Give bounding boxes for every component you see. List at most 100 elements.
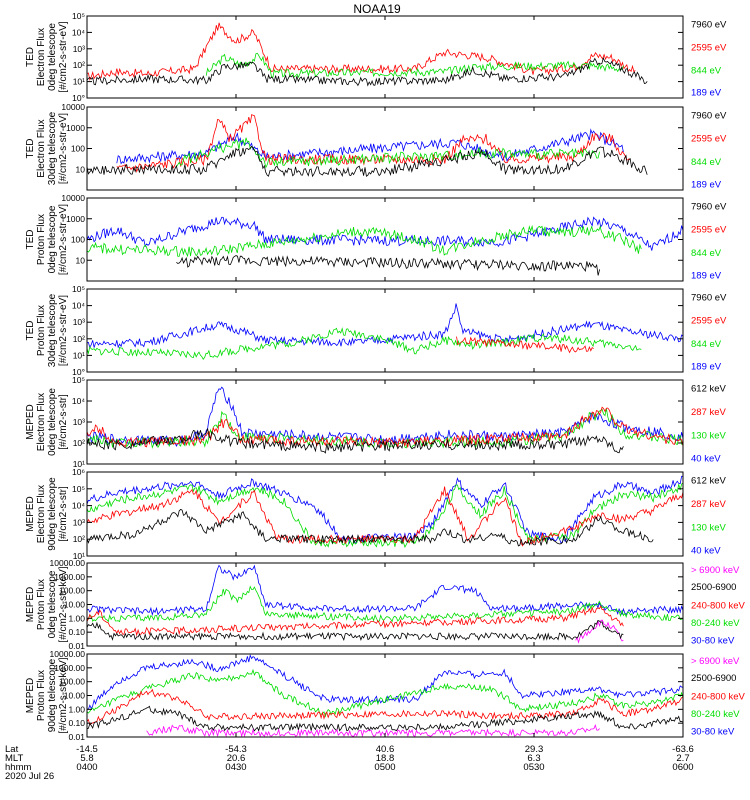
footer-row-label: Lat (5, 744, 19, 755)
legend-entry: 189 eV (691, 179, 722, 190)
y-tick-label: 10000.00 (50, 558, 86, 568)
panel-frame (86, 15, 684, 99)
y-tick-label: 100.00 (59, 586, 85, 596)
series-blue (86, 303, 684, 349)
y-tick-label: 10³ (73, 517, 85, 527)
y-tick-label: 100.00 (59, 677, 85, 687)
panel-7: 0.01 0.10 1.00 10.00 100.00 1000.00 10000.00 ME… (25, 558, 746, 651)
y-tick-label: 10⁶ (72, 467, 85, 477)
y-tick-label: 10° (72, 367, 85, 377)
y-tick-label: 10¹ (73, 350, 85, 360)
legend-entry: 287 keV (691, 499, 727, 510)
y-axis-label: Electron Flux (36, 485, 47, 543)
y-tick-label: 0.01 (68, 732, 85, 742)
legend-entry: 40 keV (691, 453, 721, 464)
legend-entry: 2595 eV (691, 316, 727, 327)
legend-entry: 612 keV (691, 384, 727, 395)
y-axis-label: MEPED (25, 496, 36, 532)
y-axis-label: MEPED (25, 587, 36, 623)
y-axis-label: Electron Flux (36, 28, 47, 86)
legend-entry: 2595 eV (691, 42, 727, 53)
y-axis-label: [#/cm2-s-str-eV] (58, 204, 69, 275)
series-red (86, 605, 624, 637)
panel-1: 10° 10¹ 10² 10³ 10⁴ 10⁵ TED Electron Flux 0deg t… (25, 11, 727, 103)
series-blue (86, 564, 684, 617)
series-green (176, 137, 600, 169)
y-tick-label: 10² (73, 334, 85, 344)
footer-date: 2020 Jul 26 (5, 771, 54, 782)
series-black (86, 619, 624, 642)
series-magenta (575, 619, 624, 644)
legend-entry: 7960 eV (691, 19, 727, 30)
footer-value: 5.8 (80, 753, 93, 764)
footer-value: 29.3 (525, 744, 544, 755)
footer-value: 0430 (225, 762, 246, 773)
panel-frame (86, 288, 684, 373)
legend-entry: 189 eV (691, 270, 722, 281)
legend-entry: 189 eV (691, 361, 722, 372)
series-red (86, 406, 684, 449)
footer-value: 0500 (374, 762, 395, 773)
series-black (86, 145, 648, 178)
footer-value: 0400 (76, 762, 97, 773)
series-green (86, 224, 642, 258)
series-magenta (146, 723, 600, 738)
panel-frame (86, 106, 684, 191)
y-axis-label: 0deg telescope (47, 23, 58, 91)
panel-3: 10 100 1000 10000 TED Proton Flux 0deg telesco… (25, 193, 727, 282)
y-tick-label: 10² (73, 60, 85, 70)
y-tick-label: 0.10 (68, 718, 85, 728)
panel-6: 10¹ 10² 10³ 10⁴ 10⁵ 10⁶ MEPED Electron Flux 90de… (25, 467, 727, 561)
y-tick-label: 10⁵ (72, 284, 85, 294)
panel-5: 10¹ 10² 10³ 10⁴ 10⁵ MEPED Electron Flux 0deg te… (25, 375, 727, 469)
legend-entry: 844 eV (691, 157, 722, 168)
footer-value: -14.5 (76, 744, 98, 755)
legend-entry: 844 eV (691, 248, 722, 259)
y-axis-label: 0deg telescope (47, 388, 58, 456)
series-green (86, 668, 684, 718)
legend-entry: 30-80 keV (691, 726, 735, 737)
y-axis-label: Proton Flux (36, 670, 47, 721)
y-axis-label: 0deg telescope (47, 570, 58, 638)
y-axis-label: [#/cm2-s-str-keV] (58, 657, 69, 733)
y-tick-label: 10⁵ (72, 11, 85, 21)
y-tick-label: 10⁴ (72, 501, 85, 511)
legend-entry: 240-800 keV (691, 692, 746, 703)
panel-frame (86, 197, 684, 282)
footer-value: 2.7 (676, 753, 689, 764)
y-axis-label: TED (25, 47, 36, 67)
legend-entry: 130 keV (691, 523, 727, 534)
y-tick-label: 10¹ (73, 77, 85, 87)
panel-2: 10 100 1000 10000 TED Electron Flux 30deg tele… (25, 102, 727, 191)
y-axis-label: MEPED (25, 404, 36, 440)
legend-entry: > 6900 keV (691, 656, 740, 667)
footer-row-label: MLT (5, 753, 23, 764)
series-red (86, 688, 684, 726)
legend-entry: 80-240 keV (691, 709, 740, 720)
panel-frame (86, 379, 684, 465)
series-green (86, 585, 684, 623)
y-axis-label: Electron Flux (36, 119, 47, 177)
footer-value: 6.3 (527, 753, 540, 764)
y-axis-label: [#/cm2-s-str-eV] (58, 295, 69, 366)
footer-value: 0530 (523, 762, 544, 773)
y-axis-label: [#/cm2-s-str] (58, 394, 69, 450)
legend-entry: 189 eV (691, 87, 722, 98)
legend-entry: 2595 eV (691, 134, 727, 145)
y-axis-label: [#/cm2-s-str-eV] (58, 21, 69, 92)
legend-entry: 287 keV (691, 407, 727, 418)
legend-entry: 844 eV (691, 65, 722, 76)
footer-value: 20.6 (227, 753, 246, 764)
series-red (456, 336, 594, 354)
y-tick-label: 10⁴ (72, 396, 85, 406)
legend-entry: 80-240 keV (691, 618, 740, 629)
y-tick-label: 100 (71, 144, 85, 154)
footer-value: -63.6 (672, 744, 694, 755)
y-tick-label: 10² (73, 534, 85, 544)
footer-row-label: hhmm (5, 762, 31, 773)
legend-entry: 130 keV (691, 431, 727, 442)
y-tick-label: 10.00 (64, 691, 86, 701)
y-axis-label: TED (25, 230, 36, 250)
y-axis-label: 0deg telescope (47, 205, 58, 273)
y-tick-label: 1000.00 (54, 663, 85, 673)
